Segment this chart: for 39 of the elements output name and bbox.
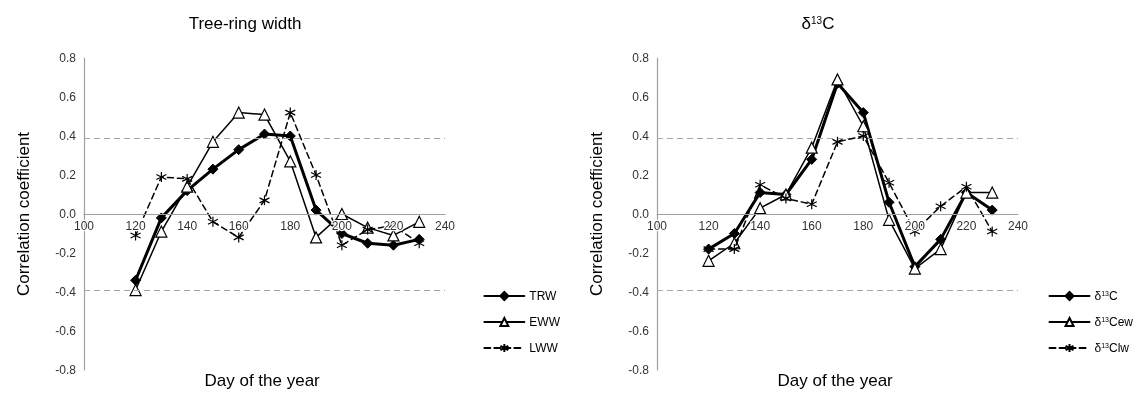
x-tick-label: 180 (280, 219, 301, 233)
x-tick-label: 140 (177, 219, 198, 233)
x-tick-label: 160 (228, 219, 250, 233)
y-tick-label: 0.4 (632, 129, 650, 143)
legend-label: TRW (529, 289, 558, 303)
y-tick-label: 0.8 (632, 51, 650, 65)
legend-label: LWW (529, 341, 559, 355)
x-tick-label: 160 (801, 219, 823, 233)
y-tick-label: 0.4 (59, 129, 77, 143)
x-axis-title: Day of the year (204, 371, 321, 390)
y-tick-label: 0.6 (59, 90, 77, 104)
y-tick-label: 0.2 (632, 168, 650, 182)
y-tick-label: -0.8 (628, 363, 650, 377)
y-tick-label: 0.8 (59, 51, 77, 65)
x-tick-label: 120 (698, 219, 719, 233)
y-tick-label: 0.0 (632, 207, 650, 221)
y-tick-label: 0.6 (632, 90, 650, 104)
x-tick-label: 140 (750, 219, 771, 233)
y-tick-label: -0.6 (628, 324, 650, 338)
x-tick-label: 100 (73, 219, 95, 233)
y-tick-label: 0.0 (59, 207, 77, 221)
chart-title: Tree-ring width (188, 14, 302, 33)
y-tick-label: 0.2 (59, 168, 77, 182)
legend-label: EWW (529, 315, 561, 329)
x-tick-label: 180 (853, 219, 874, 233)
x-tick-label: 100 (646, 219, 668, 233)
x-tick-label: 120 (125, 219, 146, 233)
y-tick-label: -0.2 (628, 246, 650, 260)
x-tick-label: 240 (1007, 219, 1029, 233)
y-axis-title: Correlation coefficient (14, 131, 33, 297)
y-tick-label: -0.4 (628, 285, 650, 299)
y-tick-label: -0.6 (55, 324, 77, 338)
x-tick-label: 240 (434, 219, 456, 233)
y-tick-label: -0.2 (55, 246, 77, 260)
y-tick-label: -0.8 (55, 363, 77, 377)
y-axis-title: Correlation coefficient (587, 131, 606, 297)
y-tick-label: -0.4 (55, 285, 77, 299)
x-tick-label: 220 (956, 219, 977, 233)
x-axis-title: Day of the year (777, 371, 894, 390)
